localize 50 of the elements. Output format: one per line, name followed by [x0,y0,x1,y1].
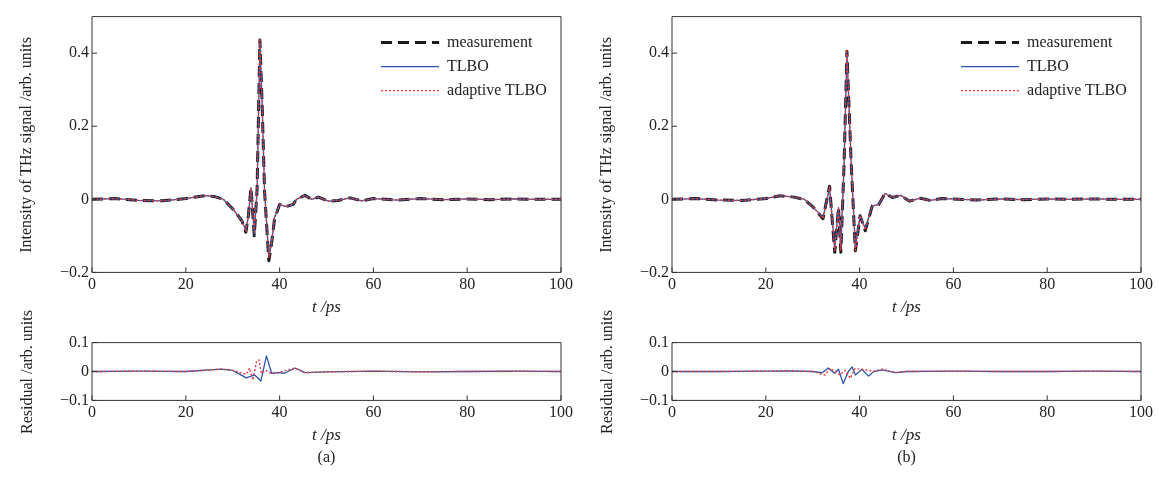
y-tick-label: 0.1 [649,332,669,350]
x-tick-label: 80 [1039,275,1056,293]
x-tick-label: 20 [177,403,194,421]
y-axis-title: Intensity of THz signal /arb. units [596,35,616,255]
x-tick-label: 80 [459,403,476,421]
x-axis-title: t /ps [312,297,342,317]
y-tick-label: 0.2 [69,116,89,134]
x-axis-title: t /ps [892,425,922,445]
x-tick-label: 40 [851,403,868,421]
y-tick-label: −0.2 [639,262,669,280]
x-tick-label: 80 [1039,403,1056,421]
x-tick-label: 60 [945,275,962,293]
x-tick-label: 40 [271,275,288,293]
x-tick-label: 40 [851,275,868,293]
x-tick-label: 100 [1129,403,1153,421]
x-tick-label: 100 [549,275,573,293]
y-tick-label: 0.2 [649,116,669,134]
legend-label: adaptive TLBO [1027,80,1127,99]
y-tick-label: 0.1 [69,332,89,350]
legend-label: TLBO [447,56,489,74]
x-axis-title: t /ps [312,425,342,445]
y-tick-label: −0.2 [59,262,89,280]
x-tick-label: 20 [757,403,774,421]
x-tick-label: 100 [1129,275,1153,293]
y-tick-label: −0.1 [59,390,89,408]
y-tick-label: 0 [661,361,669,379]
x-tick-label: 20 [177,275,194,293]
y-tick-label: 0.4 [649,43,669,61]
text: (b) [896,448,917,466]
x-tick-label: 60 [945,403,962,421]
legend-label: adaptive TLBO [447,80,547,99]
x-tick-label: 40 [271,403,288,421]
y-axis-title: Intensity of THz signal /arb. units [16,35,36,255]
legend-label: TLBO [1027,56,1069,74]
x-axis-title: t /ps [892,297,922,317]
x-tick-label: 60 [365,403,382,421]
text: (a) [316,448,337,466]
y-axis-title: Residual /arb. units [17,308,37,436]
x-tick-label: 60 [365,275,382,293]
y-tick-label: 0 [81,361,89,379]
x-tick-label: 100 [549,403,573,421]
y-tick-label: −0.1 [639,390,669,408]
x-tick-label: 80 [459,275,476,293]
y-axis-title: Residual /arb. units [597,308,617,436]
y-tick-label: 0.4 [69,43,89,61]
legend-label: measurement [447,32,533,50]
legend-label: measurement [1027,32,1113,50]
y-tick-label: 0 [81,189,89,207]
x-tick-label: 20 [757,275,774,293]
y-tick-label: 0 [661,189,669,207]
